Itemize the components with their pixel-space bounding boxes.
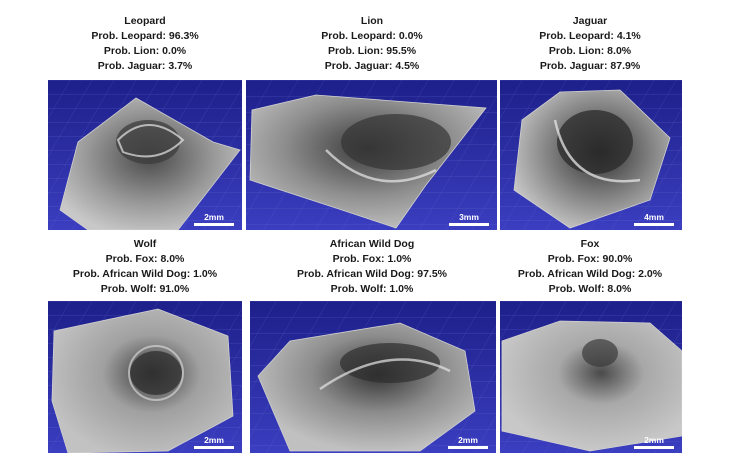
scale-line [634, 223, 674, 226]
caption-jaguar: Jaguar Prob. Leopard: 4.1% Prob. Lion: 8… [490, 14, 690, 74]
scan-image-jaguar: 4mm [500, 80, 682, 230]
caption-fox: Fox Prob. Fox: 90.0% Prob. African Wild … [490, 237, 690, 297]
prob-line: Prob. Lion: 0.0% [103, 45, 187, 57]
panel-title: Lion [360, 15, 384, 27]
prob-line: Prob. Jaguar: 4.5% [324, 60, 420, 72]
surface-render [48, 80, 242, 230]
scale-line [448, 446, 488, 449]
caption-african-wild-dog: African Wild Dog Prob. Fox: 1.0% Prob. A… [272, 237, 472, 297]
prob-line: Prob. African Wild Dog: 2.0% [517, 268, 663, 280]
panel-title: Leopard [124, 15, 166, 27]
surface-render [500, 301, 682, 453]
prob-line: Prob. Jaguar: 3.7% [97, 60, 193, 72]
scale-label: 4mm [644, 212, 664, 222]
scale-label: 2mm [204, 212, 224, 222]
scale-label: 2mm [644, 435, 664, 445]
scale-bar: 2mm [448, 435, 488, 449]
prob-line: Prob. Lion: 8.0% [548, 45, 632, 57]
panel-title: Fox [580, 238, 600, 250]
caption-wolf: Wolf Prob. Fox: 8.0% Prob. African Wild … [45, 237, 245, 297]
prob-line: Prob. Leopard: 4.1% [539, 30, 641, 42]
caption-lion: Lion Prob. Leopard: 0.0% Prob. Lion: 95.… [272, 14, 472, 74]
scan-image-fox: 2mm [500, 301, 682, 453]
caption-leopard: Leopard Prob. Leopard: 96.3% Prob. Lion:… [45, 14, 245, 74]
surface-render [500, 80, 682, 230]
surface-render [48, 301, 242, 453]
prob-line: Prob. Wolf: 91.0% [100, 283, 190, 295]
scale-line [194, 446, 234, 449]
prob-line: Prob. Leopard: 0.0% [321, 30, 423, 42]
scale-label: 3mm [459, 212, 479, 222]
prob-line: Prob. Wolf: 8.0% [548, 283, 632, 295]
panel-title: Jaguar [572, 15, 608, 27]
prob-line: Prob. Leopard: 96.3% [91, 30, 199, 42]
scan-image-lion: 3mm [246, 80, 497, 230]
scale-bar: 2mm [194, 212, 234, 226]
prob-line: Prob. Fox: 8.0% [105, 253, 185, 265]
scale-line [194, 223, 234, 226]
panel-title: Wolf [133, 238, 157, 250]
scan-image-wolf: 2mm [48, 301, 242, 453]
prob-line: Prob. Fox: 90.0% [547, 253, 633, 265]
prob-line: Prob. Jaguar: 87.9% [539, 60, 641, 72]
prob-line: Prob. African Wild Dog: 1.0% [72, 268, 218, 280]
scale-line [634, 446, 674, 449]
scale-label: 2mm [204, 435, 224, 445]
scale-bar: 4mm [634, 212, 674, 226]
scale-bar: 2mm [634, 435, 674, 449]
panel-title: African Wild Dog [329, 238, 415, 250]
surface-render [246, 80, 497, 230]
prob-line: Prob. Lion: 95.5% [327, 45, 417, 57]
scan-image-leopard: 2mm [48, 80, 242, 230]
scan-image-african-wild-dog: 2mm [250, 301, 496, 453]
scale-bar: 2mm [194, 435, 234, 449]
prob-line: Prob. Fox: 1.0% [332, 253, 412, 265]
prob-line: Prob. African Wild Dog: 97.5% [296, 268, 448, 280]
scale-label: 2mm [458, 435, 478, 445]
surface-render [250, 301, 496, 453]
scale-line [449, 223, 489, 226]
scale-bar: 3mm [449, 212, 489, 226]
prob-line: Prob. Wolf: 1.0% [330, 283, 414, 295]
